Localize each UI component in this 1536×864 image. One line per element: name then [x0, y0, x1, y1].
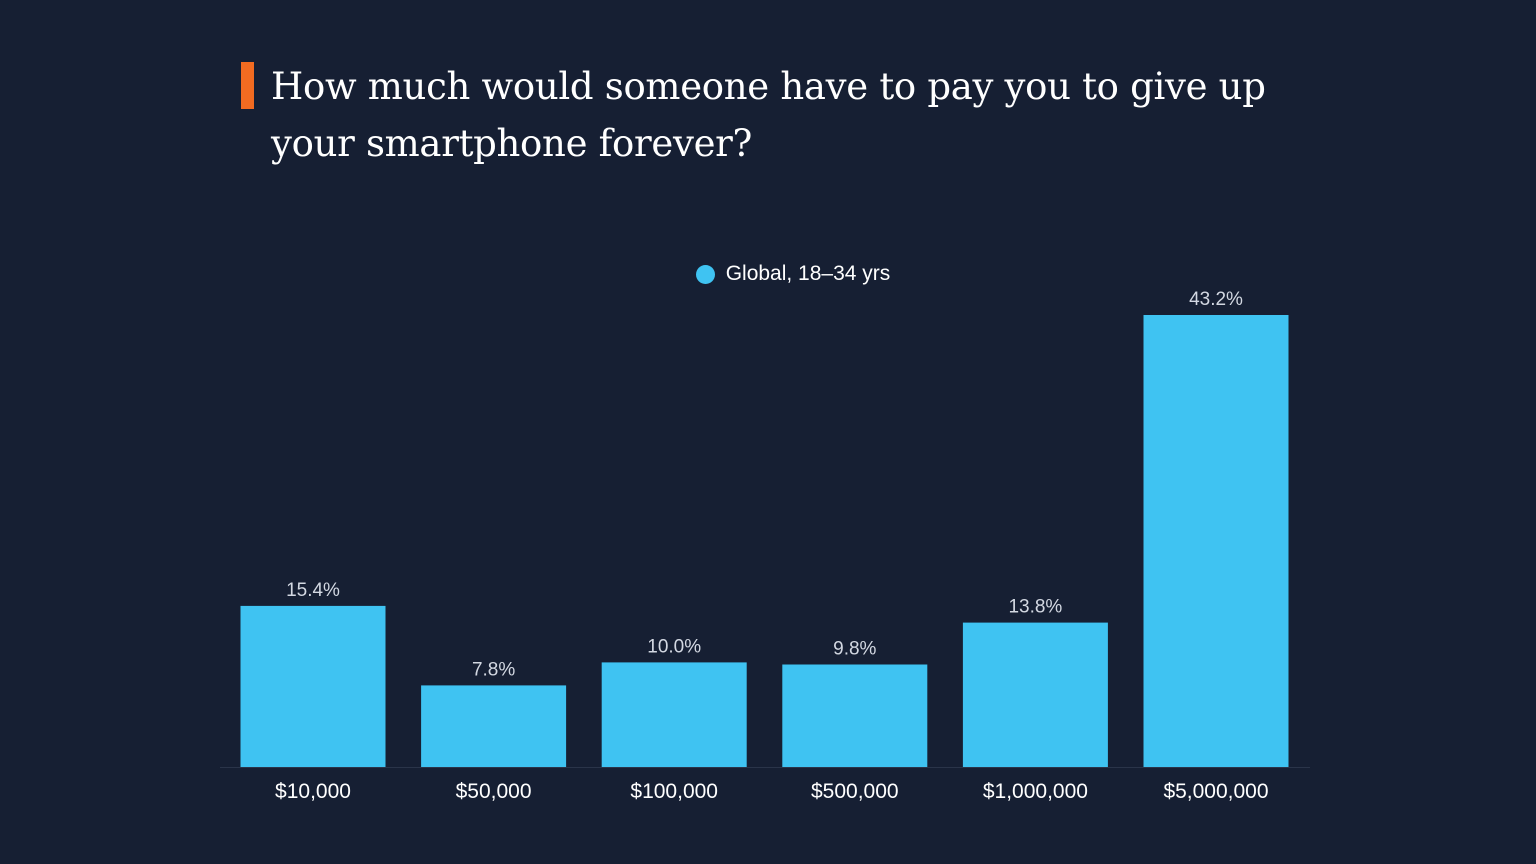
- data-label-0: 15.4%: [286, 580, 340, 601]
- legend-item[interactable]: Global, 18–34 yrs: [695, 262, 891, 286]
- data-label-2: 10.0%: [647, 636, 701, 657]
- title-accent-bar: [241, 62, 254, 109]
- bar-0[interactable]: [240, 605, 386, 767]
- x-tick-label-2: $100,000: [630, 780, 718, 803]
- chart-title: How much would someone have to pay you t…: [271, 65, 1266, 165]
- data-label-3: 9.8%: [833, 639, 876, 660]
- bar-3[interactable]: [782, 664, 928, 768]
- bar-5[interactable]: [1143, 315, 1289, 767]
- x-tick-label-4: $1,000,000: [983, 780, 1088, 803]
- x-tick-label-1: $50,000: [456, 780, 532, 803]
- x-tick-label-3: $500,000: [811, 780, 899, 803]
- data-label-1: 7.8%: [472, 659, 515, 680]
- legend-swatch-icon: [695, 264, 715, 284]
- legend: Global, 18–34 yrs: [0, 262, 1536, 286]
- data-label-5: 43.2%: [1189, 289, 1243, 310]
- x-tick-label-5: $5,000,000: [1163, 780, 1268, 803]
- x-tick-label-0: $10,000: [275, 780, 351, 803]
- legend-label: Global, 18–34 yrs: [725, 262, 891, 285]
- bar-1[interactable]: [421, 685, 567, 767]
- bar-4[interactable]: [962, 622, 1108, 767]
- bar-2[interactable]: [601, 662, 747, 767]
- data-label-4: 13.8%: [1008, 597, 1062, 618]
